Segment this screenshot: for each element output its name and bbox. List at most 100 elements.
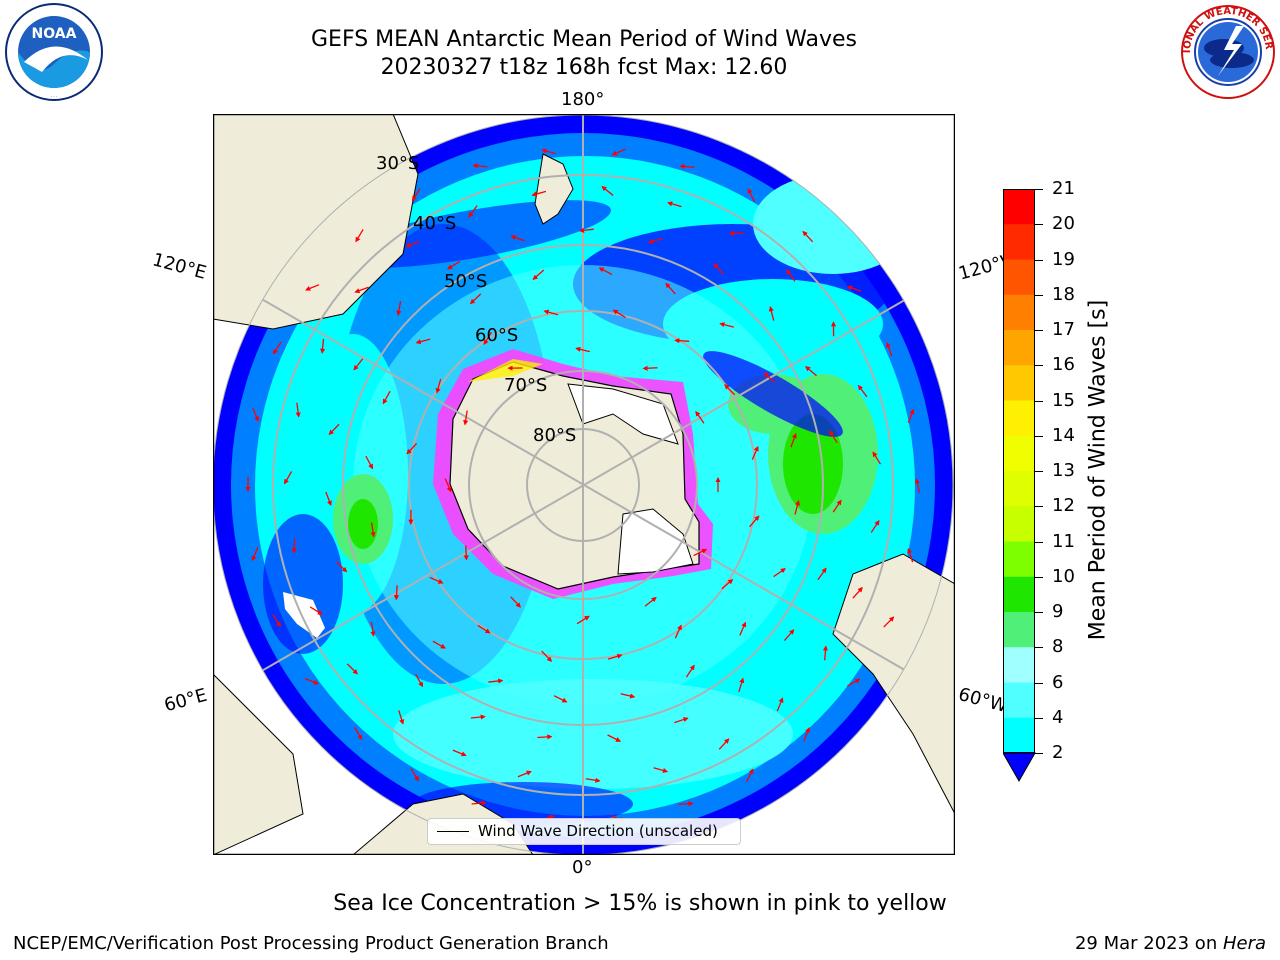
wind-wave-arrow <box>325 491 332 507</box>
wind-wave-arrow <box>335 561 348 573</box>
wind-wave-arrow <box>415 673 424 688</box>
wind-wave-arrow <box>653 767 669 773</box>
wind-wave-arrow <box>353 726 363 741</box>
wind-wave-arrow <box>309 606 323 615</box>
wind-wave-arrow <box>452 749 467 757</box>
wind-wave-arrow <box>483 331 492 346</box>
wind-wave-arrow <box>429 576 444 584</box>
colorbar-band <box>1003 330 1035 366</box>
wind-wave-arrow <box>305 284 320 291</box>
wind-wave-arrow <box>575 346 590 353</box>
wind-wave-arrow <box>728 230 744 237</box>
lat-label-40s: 40°S <box>413 213 457 234</box>
colorbar-tick-label: 20 <box>1052 213 1075 235</box>
wind-wave-arrow <box>553 695 568 703</box>
colorbar-tick-label: 14 <box>1052 424 1075 446</box>
wind-wave-arrow <box>907 408 915 424</box>
wind-wave-arrow <box>510 596 521 608</box>
wind-wave-arrow <box>620 693 636 699</box>
colorbar-tick-label: 4 <box>1052 706 1064 728</box>
colorbar-band <box>1003 435 1035 472</box>
wind-wave-arrow <box>674 338 690 344</box>
wind-wave-arrow <box>678 801 694 807</box>
wind-wave-arrow <box>353 358 364 371</box>
wind-wave-arrow <box>415 338 431 345</box>
lon-label-60e: 60°E <box>162 684 210 717</box>
chart-title-line2: 20230327 t18z 168h fcst Max: 12.60 <box>380 55 788 80</box>
wind-wave-arrow <box>783 629 795 641</box>
colorbar-tick-label: 12 <box>1052 495 1075 517</box>
wind-wave-arrows <box>245 148 921 822</box>
wind-wave-arrow <box>786 269 796 282</box>
colorbar-band <box>1003 682 1035 719</box>
lon-label-0: 0° <box>572 857 593 878</box>
colorbar-tick-label: 16 <box>1052 354 1075 376</box>
wind-wave-arrow <box>695 410 705 424</box>
wind-wave-arrow <box>665 282 676 295</box>
noaa-logo-text: NOAA <box>32 26 77 42</box>
colorbar-tick-label: 15 <box>1052 389 1075 411</box>
lat-label-50s: 50°S <box>444 271 488 292</box>
wind-wave-arrow <box>718 738 730 750</box>
wind-wave-arrow <box>463 545 469 561</box>
wind-wave-arrow <box>365 455 374 470</box>
colorbar-tick-label: 17 <box>1052 319 1075 340</box>
wind-wave-arrow <box>612 309 626 319</box>
wind-wave-arrow <box>531 190 547 197</box>
wind-wave-arrow <box>470 714 486 720</box>
wind-wave-arrow <box>272 614 281 628</box>
colorbar-band <box>1003 224 1035 260</box>
colorbar-tick-mark <box>1035 224 1043 226</box>
colorbar-tick-mark <box>1035 330 1043 331</box>
wind-wave-arrow <box>354 286 369 294</box>
wind-wave-arrow <box>370 621 376 637</box>
colorbar-tick-mark <box>1035 612 1043 613</box>
colorbar-tick-mark <box>1035 400 1043 402</box>
wind-wave-arrow <box>857 384 868 398</box>
map-legend: Wind Wave Direction (unscaled) <box>427 818 741 845</box>
wind-wave-arrow <box>674 717 689 724</box>
wind-wave-arrow <box>883 616 895 628</box>
nws-logo: NATIONAL WEATHER SERVICE <box>1172 0 1280 104</box>
colorbar-svg <box>1002 189 1036 783</box>
legend-label: Wind Wave Direction (unscaled) <box>478 822 718 840</box>
colorbar-tick-label: 19 <box>1052 248 1075 270</box>
colorbar-tick-mark <box>1035 717 1043 719</box>
wind-wave-arrow <box>328 423 340 436</box>
wind-wave-arrow <box>398 710 405 725</box>
wind-wave-arrow <box>872 451 882 465</box>
wind-wave-arrow <box>396 301 402 317</box>
map-panel <box>212 113 956 859</box>
colorbar-band <box>1003 717 1035 754</box>
wind-wave-arrow <box>685 664 695 678</box>
wind-wave-arrow <box>472 163 488 169</box>
wind-wave-arrow <box>817 567 827 581</box>
wind-wave-arrow <box>346 663 358 675</box>
colorbar-band <box>1003 647 1035 683</box>
map-svg <box>212 113 956 856</box>
wind-wave-arrow <box>432 640 446 649</box>
wind-wave-arrow <box>405 241 420 248</box>
colorbar-tick-label: 2 <box>1052 742 1064 763</box>
lon-label-60w: 60°W <box>956 683 1010 718</box>
colorbar-band <box>1003 259 1035 296</box>
wind-wave-arrow <box>852 586 863 599</box>
colorbar-tick-mark <box>1035 506 1043 508</box>
credit-text: NCEP/EMC/Verification Post Processing Pr… <box>13 933 609 954</box>
wind-wave-arrow <box>745 768 754 783</box>
lon-label-180: 180° <box>561 89 605 110</box>
colorbar-tick-label: 18 <box>1052 283 1075 305</box>
colorbar-extend-triangle <box>1002 752 1036 783</box>
colorbar-tick-mark <box>1035 541 1043 543</box>
wind-wave-arrow <box>444 478 452 493</box>
wind-wave-arrow <box>370 522 376 538</box>
wind-wave-arrow <box>822 645 829 661</box>
colorbar-tick-label: 11 <box>1052 530 1075 552</box>
wind-wave-arrow <box>886 342 893 357</box>
colorbar-tick-mark <box>1035 259 1043 261</box>
wind-wave-arrow <box>693 548 708 557</box>
colorbar-band <box>1003 576 1035 613</box>
wind-wave-arrow <box>870 519 880 533</box>
wind-wave-arrow <box>304 677 319 685</box>
wind-wave-arrow <box>598 267 613 275</box>
